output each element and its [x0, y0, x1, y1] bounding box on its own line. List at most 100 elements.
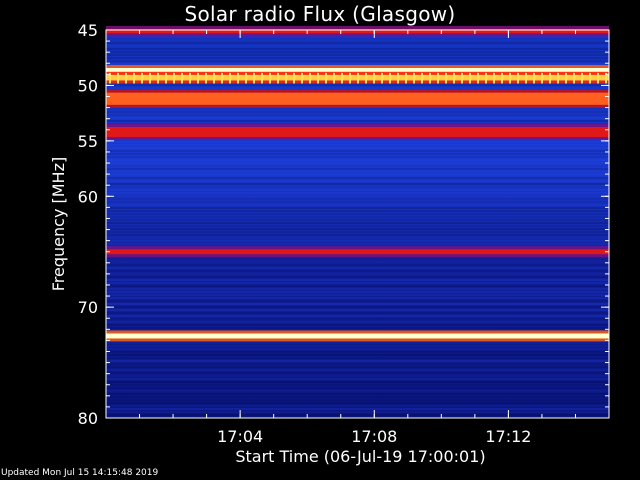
texture-line	[106, 51, 609, 53]
y-tick-label: 80	[78, 409, 98, 428]
band-tick	[445, 72, 447, 84]
texture-line	[106, 216, 609, 218]
texture-line	[106, 351, 609, 353]
frequency-band	[106, 67, 609, 72]
y-tick-label: 70	[78, 298, 98, 317]
texture-line	[106, 306, 609, 308]
band-tick	[245, 72, 247, 84]
texture-line	[106, 324, 609, 326]
texture-line	[106, 261, 609, 263]
band-tick	[605, 72, 607, 84]
texture-line	[106, 318, 609, 320]
band-tick	[285, 72, 287, 84]
texture-line	[106, 381, 609, 383]
band-tick	[581, 72, 583, 84]
texture-line	[106, 297, 609, 299]
updated-timestamp: Updated Mon Jul 15 14:15:48 2019	[1, 468, 159, 478]
texture-line	[106, 228, 609, 230]
texture-line	[106, 54, 609, 56]
band-tick	[197, 72, 199, 84]
band-tick	[317, 72, 319, 84]
texture-line	[106, 63, 609, 65]
texture-line	[106, 108, 609, 110]
band-tick	[213, 72, 215, 84]
texture-line	[106, 264, 609, 266]
texture-line	[106, 225, 609, 227]
chart-title: Solar radio Flux (Glasgow)	[184, 2, 456, 26]
texture-line	[106, 279, 609, 281]
texture-line	[106, 201, 609, 203]
band-tick	[365, 72, 367, 84]
band-tick	[269, 72, 271, 84]
band-tick	[349, 72, 351, 84]
texture-line	[106, 402, 609, 404]
band-tick	[453, 72, 455, 84]
texture-line	[106, 273, 609, 275]
band-tick	[357, 72, 359, 84]
texture-line	[106, 243, 609, 245]
band-tick	[125, 72, 127, 84]
texture-line	[106, 288, 609, 290]
x-tick-label: 17:12	[485, 427, 531, 446]
band-tick	[501, 72, 503, 84]
band-tick	[565, 72, 567, 84]
frequency-band	[106, 92, 609, 105]
texture-line	[106, 141, 609, 143]
texture-line	[106, 234, 609, 236]
texture-line	[106, 375, 609, 377]
texture-line	[106, 180, 609, 182]
texture-line	[106, 48, 609, 50]
frequency-band	[106, 249, 609, 255]
band-tick	[573, 72, 575, 84]
texture-line	[106, 393, 609, 395]
band-tick	[301, 72, 303, 84]
texture-line	[106, 360, 609, 362]
plot-area	[106, 25, 609, 419]
texture-line	[106, 153, 609, 155]
band-tick	[253, 72, 255, 84]
texture-line	[106, 207, 609, 209]
band-tick	[597, 72, 599, 84]
band-tick	[133, 72, 135, 84]
y-axis-label: Frequency [MHz]	[49, 157, 68, 291]
texture-line	[106, 36, 609, 38]
band-tick	[341, 72, 343, 84]
texture-line	[106, 210, 609, 212]
texture-line	[106, 321, 609, 323]
texture-line	[106, 204, 609, 206]
band-tick	[525, 72, 527, 84]
band-tick	[117, 72, 119, 84]
band-tick	[381, 72, 383, 84]
texture-line	[106, 213, 609, 215]
band-tick	[509, 72, 511, 84]
texture-line	[106, 327, 609, 329]
texture-line	[106, 276, 609, 278]
band-tick	[277, 72, 279, 84]
texture-line	[106, 174, 609, 176]
texture-line	[106, 390, 609, 392]
texture-line	[106, 240, 609, 242]
band-tick	[157, 72, 159, 84]
band-tick	[165, 72, 167, 84]
band-tick	[493, 72, 495, 84]
texture-line	[106, 303, 609, 305]
texture-line	[106, 147, 609, 149]
texture-line	[106, 354, 609, 356]
band-tick	[557, 72, 559, 84]
texture-line	[106, 399, 609, 401]
band-tick	[237, 72, 239, 84]
band-tick	[333, 72, 335, 84]
texture-line	[106, 162, 609, 164]
band-tick	[205, 72, 207, 84]
texture-line	[106, 57, 609, 59]
band-tick	[141, 72, 143, 84]
texture-line	[106, 282, 609, 284]
texture-line	[106, 387, 609, 389]
band-tick	[181, 72, 183, 84]
texture-line	[106, 396, 609, 398]
band-tick	[485, 72, 487, 84]
texture-line	[106, 168, 609, 170]
texture-line	[106, 405, 609, 407]
texture-line	[106, 270, 609, 272]
